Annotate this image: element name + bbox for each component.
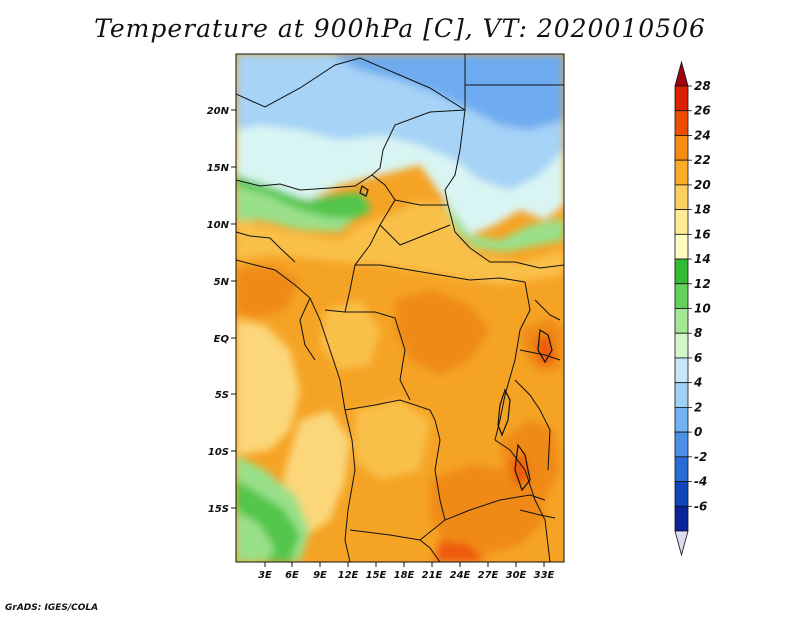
colorbar-label: 18 — [694, 203, 711, 217]
lon-label-6e: 6E — [285, 570, 299, 581]
colorbar-label: 16 — [694, 227, 711, 241]
colorbar-label: -2 — [694, 450, 707, 464]
colorbar-segment — [674, 258, 689, 285]
colorbar-label: 12 — [694, 277, 711, 291]
colorbar-label: 14 — [694, 252, 711, 266]
colorbar-label: 22 — [694, 153, 711, 167]
lat-label-5s: 5S — [215, 390, 229, 401]
colorbar-label: 8 — [694, 326, 702, 340]
colorbar-label: 20 — [694, 178, 711, 192]
colorbar-segment — [674, 159, 689, 186]
lon-label-24e: 24E — [450, 570, 471, 581]
lat-label-10s: 10S — [208, 447, 229, 458]
colorbar-segment — [674, 431, 689, 458]
lon-label-12e: 12E — [338, 570, 359, 581]
colorbar-label: -4 — [694, 475, 707, 489]
colorbar-top-triangle — [674, 60, 689, 87]
colorbar-segment — [674, 184, 689, 211]
colorbar-segment — [674, 233, 689, 260]
map-title: Temperature at 900hPa [C], VT: 202001050… — [94, 14, 706, 43]
lon-label-9e: 9E — [313, 570, 327, 581]
lat-label-20n: 20N — [207, 106, 230, 117]
lakes — [359, 185, 553, 492]
lon-label-21e: 21E — [422, 570, 443, 581]
colorbar-segment — [674, 332, 689, 359]
colorbar-label: 6 — [694, 351, 702, 365]
colorbar-segment — [674, 110, 689, 136]
lat-label-15s: 15S — [208, 504, 229, 515]
colorbar-label: 24 — [694, 128, 711, 142]
colorbar-segment — [674, 283, 689, 309]
colorbar-segment — [674, 456, 689, 482]
colorbar-segment — [674, 357, 689, 384]
colorbar-label: 2 — [694, 400, 702, 414]
lon-label-27e: 27E — [478, 570, 499, 581]
colorbar-bottom-triangle — [674, 530, 689, 557]
colorbar-label: 28 — [694, 79, 711, 93]
colorbar-segment — [674, 406, 689, 433]
colorbar-segment — [674, 505, 689, 532]
colorbar-segment — [674, 382, 689, 408]
lon-label-33e: 33E — [534, 570, 555, 581]
lon-label-15e: 15E — [366, 570, 387, 581]
lat-label-eq: EQ — [214, 334, 230, 345]
colorbar-segment — [674, 85, 689, 112]
colorbar-segment — [674, 308, 689, 334]
lon-label-18e: 18E — [394, 570, 415, 581]
lat-label-15n: 15N — [207, 163, 230, 174]
lon-label-30e: 30E — [506, 570, 527, 581]
map-frame — [235, 53, 565, 563]
colorbar-label: -6 — [694, 499, 707, 513]
country-borders — [236, 54, 564, 562]
colorbar-label: 10 — [694, 302, 711, 316]
temperature-field — [236, 54, 564, 562]
colorbar-label: 26 — [694, 104, 711, 118]
longitude-axis: 3E 6E 9E 12E 15E 18E 21E 24E 27E 30E 33E — [258, 562, 555, 581]
lat-label-5n: 5N — [214, 277, 230, 288]
colorbar-segment — [674, 209, 689, 235]
lat-label-10n: 10N — [207, 220, 230, 231]
colorbar-label: 0 — [694, 425, 702, 439]
colorbar-segment — [674, 135, 689, 161]
grads-credit: GrADS: IGES/COLA — [5, 603, 99, 613]
latitude-axis: 20N 15N 10N 5N EQ 5S 10S 15S — [207, 106, 236, 515]
lon-label-3e: 3E — [258, 570, 272, 581]
colorbar-segment — [674, 481, 689, 507]
colorbar-label: 4 — [693, 376, 702, 390]
